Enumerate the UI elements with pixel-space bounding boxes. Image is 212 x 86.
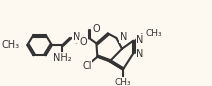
Text: O: O — [93, 24, 100, 34]
Text: N: N — [73, 32, 80, 42]
Text: N: N — [136, 49, 144, 59]
Text: O: O — [79, 37, 87, 47]
Text: N: N — [136, 35, 144, 45]
Text: CH₃: CH₃ — [115, 78, 131, 86]
Text: NH₂: NH₂ — [53, 53, 72, 63]
Text: CH₃: CH₃ — [1, 40, 20, 50]
Text: CH₃: CH₃ — [146, 29, 162, 38]
Text: N: N — [120, 32, 127, 42]
Text: Cl: Cl — [82, 61, 92, 71]
